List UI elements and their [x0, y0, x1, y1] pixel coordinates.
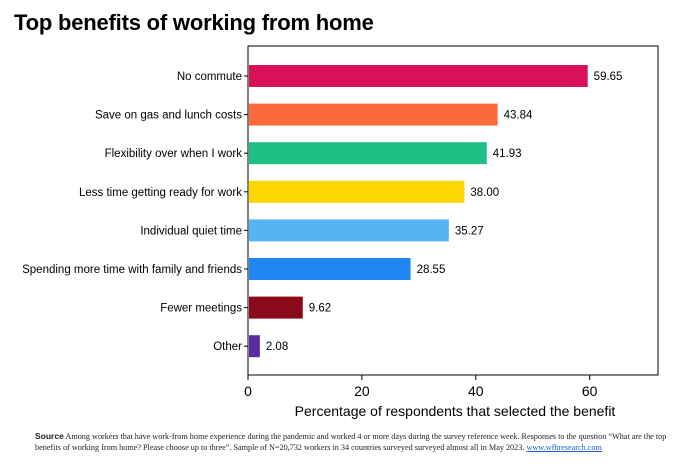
- bar: [249, 103, 498, 126]
- x-tick-label: 60: [582, 383, 598, 399]
- chart-title: Top benefits of working from home: [14, 10, 374, 35]
- category-label: Spending more time with family and frien…: [22, 264, 242, 276]
- value-label: 2.08: [266, 341, 288, 353]
- value-label: 41.93: [493, 148, 522, 160]
- bar: [249, 142, 487, 165]
- source-text: Among workers that have work-from home e…: [35, 432, 667, 452]
- value-label: 43.84: [504, 110, 533, 122]
- source-note: Source Among workers that have work-from…: [35, 431, 675, 453]
- bar: [249, 219, 449, 242]
- category-label: Individual quiet time: [140, 225, 242, 237]
- source-label: Source: [35, 431, 64, 441]
- value-label: 59.65: [594, 71, 623, 83]
- value-label: 28.55: [417, 264, 446, 276]
- bar: [249, 180, 465, 203]
- x-axis-label: Percentage of respondents that selected …: [295, 403, 616, 419]
- bars-group: No commute 59.65 Save on gas and lunch cos…: [22, 65, 623, 358]
- plot-frame: [247, 45, 659, 376]
- bar: [249, 65, 588, 87]
- bar-chart: No commute 59.65 Save on gas and lunch cos…: [22, 45, 659, 419]
- x-tick-label: 0: [244, 383, 252, 399]
- category-label: Less time getting ready for work: [79, 187, 242, 199]
- value-label: 9.62: [309, 303, 331, 315]
- bar: [249, 258, 411, 280]
- value-label: 38.00: [470, 187, 499, 199]
- value-label: 35.27: [455, 225, 484, 237]
- category-label: Other: [213, 341, 242, 353]
- x-axis: 0 20 40 60: [244, 375, 598, 399]
- x-tick-label: 20: [354, 383, 370, 399]
- bar: [249, 296, 303, 319]
- bar: [249, 335, 260, 358]
- category-label: Fewer meetings: [160, 303, 242, 315]
- x-tick-label: 40: [468, 383, 484, 399]
- category-label: No commute: [177, 71, 242, 83]
- category-label: Flexibility over when I work: [105, 148, 243, 160]
- source-link[interactable]: www.wfhresearch.com: [526, 442, 602, 452]
- category-label: Save on gas and lunch costs: [95, 110, 242, 122]
